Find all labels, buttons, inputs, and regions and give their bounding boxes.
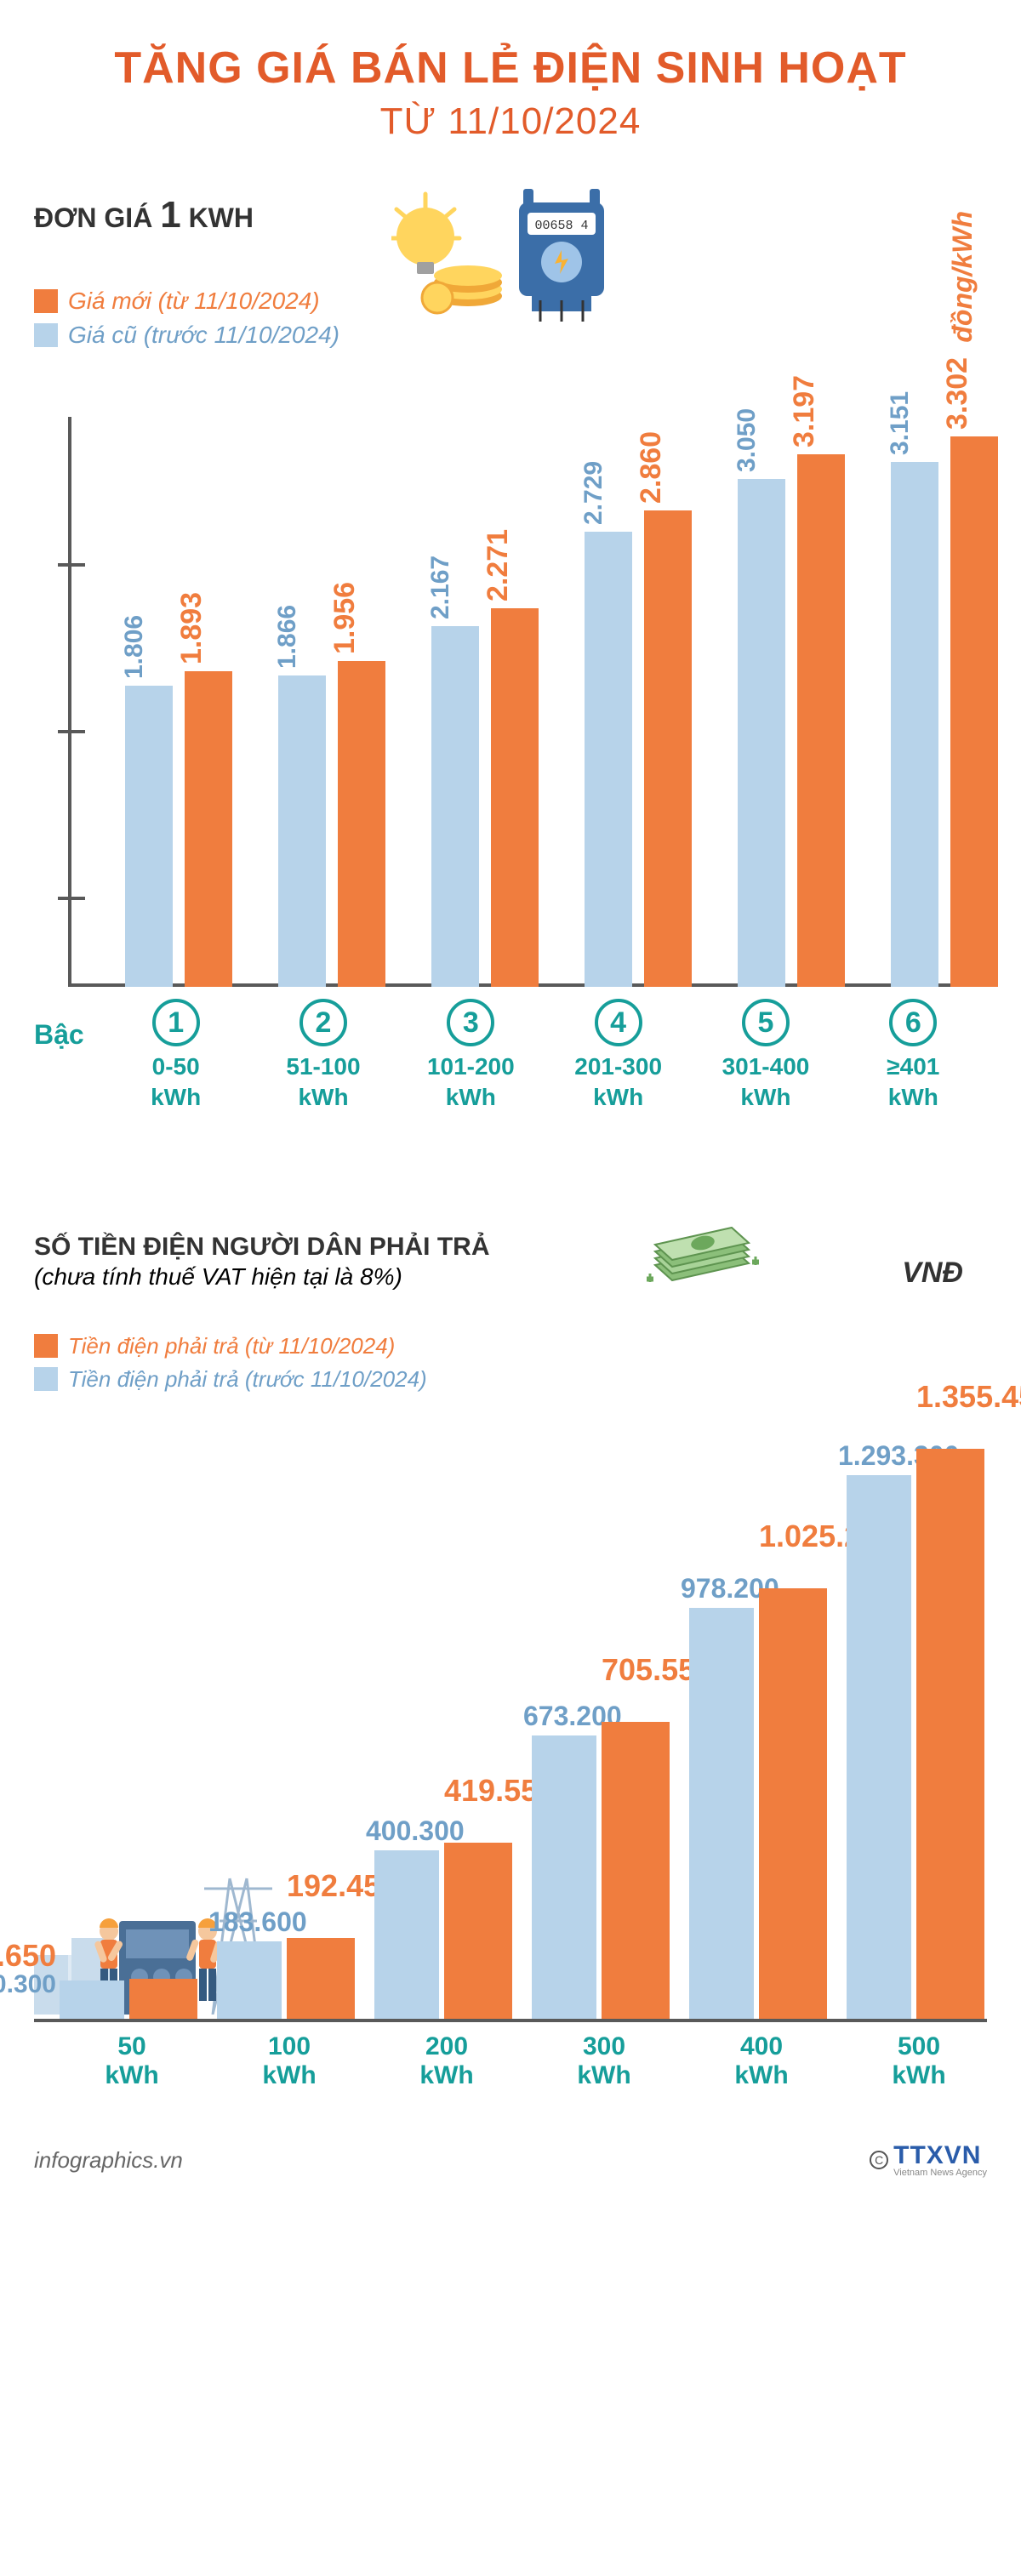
subtitle: TỪ 11/10/2024 xyxy=(34,100,987,143)
bar-new-label: 2.271 xyxy=(482,529,515,601)
chart1-x-tick: 4201-300kWh xyxy=(545,999,692,1114)
legend2-swatch-old xyxy=(34,1367,58,1391)
bar-new-label: 1.893 xyxy=(175,592,208,664)
tier-axis-label: Bậc xyxy=(34,1019,84,1051)
bar2-old: 1.293.300 xyxy=(847,1475,911,2019)
chart1-bar-group: 3.151 3.302 xyxy=(885,436,1004,987)
bar-new: 3.197 xyxy=(797,454,845,987)
bar2-old: 978.200 xyxy=(689,1608,754,2019)
chart2-bar-group: 978.2001.025.250 xyxy=(689,1588,827,2019)
unit-prefix: ĐƠN GIÁ xyxy=(34,202,160,233)
legend2-swatch-new xyxy=(34,1334,58,1358)
legend-old-label: Giá cũ (trước 11/10/2024) xyxy=(68,322,339,349)
bar2-old: 183.600 xyxy=(217,1941,282,2019)
footer: infographics.vn C TTXVN Vietnam News Age… xyxy=(34,2143,987,2178)
bar2-new: 1.355.450 xyxy=(916,1449,984,2018)
chart1-plot: 1.8061.8931.8661.9562.1672.2712.7292.860… xyxy=(34,374,987,987)
chart1-x-tick: 5301-400kWh xyxy=(692,999,839,1114)
legend-swatch-old xyxy=(34,323,58,347)
footer-site: infographics.vn xyxy=(34,2147,183,2174)
bar-old-label: 2.729 xyxy=(579,461,608,525)
bar-new: 2.860 xyxy=(644,510,692,987)
bar2-new: 1.025.250 xyxy=(759,1588,827,2019)
bar-new: 3.302 xyxy=(950,436,998,987)
bar2-new-label: 94.650 xyxy=(0,1938,129,1974)
chart2-bar-group: 183.600192.450 xyxy=(217,1938,355,2019)
chart2-x-tick: 500kWh xyxy=(847,2032,991,2090)
bar-old: 1.866 xyxy=(278,675,326,987)
chart2-subtitle: (chưa tính thuế VAT hiện tại là 8%) xyxy=(34,1263,987,1291)
chart-1-section: ĐƠN GIÁ 1 KWH 00658 4 xyxy=(34,194,987,1114)
bar2-old-label: 183.600 xyxy=(208,1906,307,1941)
bar-old-label: 3.050 xyxy=(733,407,761,471)
legend-swatch-new xyxy=(34,289,58,313)
legend2-old-label: Tiền điện phải trả (trước 11/10/2024) xyxy=(68,1366,427,1393)
bar2-old: 90.300 xyxy=(60,1980,124,2019)
meter-icon: 00658 4 xyxy=(391,177,613,334)
chart1-bar-group: 1.866 1.956 xyxy=(272,661,391,987)
chart2-x-tick: 100kWh xyxy=(217,2032,362,2090)
chart1-x-labels: 10-50kWh251-100kWh3101-200kWh4201-300kWh… xyxy=(68,999,987,1114)
bar-new: 1.956 xyxy=(338,661,385,987)
bar2-old: 400.300 xyxy=(374,1850,439,2019)
chart2-plot: 90.30094.650183.600192.450400.300419.550… xyxy=(34,1410,987,2022)
chart2-bar-group: 90.30094.650 xyxy=(60,1979,197,2019)
bar2-new: 705.550 xyxy=(602,1722,670,2018)
bar-old-label: 3.151 xyxy=(886,391,915,455)
chart2-x-tick: 200kWh xyxy=(374,2032,519,2090)
agency-name: TTXVN xyxy=(893,2143,987,2169)
bar-old-label: 1.806 xyxy=(120,615,149,679)
bar-old: 3.050 xyxy=(738,479,785,987)
bar2-new: 192.450 xyxy=(287,1938,355,2019)
chart1-bar-group: 3.050 3.197 xyxy=(732,454,851,987)
bar-old-label: 2.167 xyxy=(426,555,455,618)
bar-old: 2.729 xyxy=(585,532,632,987)
chart1-bar-group: 1.806 1.893 xyxy=(119,671,238,987)
unit-one: 1 xyxy=(160,194,180,236)
chart2-legend: Tiền điện phải trả (từ 11/10/2024) Tiền … xyxy=(34,1333,987,1393)
chart1-x-tick: 6≥401kWh xyxy=(840,999,987,1114)
chart1-x-tick: 3101-200kWh xyxy=(397,999,545,1114)
chart2-bar-group: 400.300419.550 xyxy=(374,1843,512,2019)
chart1-bar-group: 2.1672.271 xyxy=(425,608,545,987)
bar-new-label: 3.302 xyxy=(941,357,974,430)
bar2-old: 673.200 xyxy=(532,1735,596,2018)
chart2-bar-group: 1.293.3001.355.450 xyxy=(847,1449,984,2018)
bar2-new-label: 1.355.450 xyxy=(916,1379,1021,1418)
bar-new-label: 2.860 xyxy=(635,431,668,504)
bar-old: 2.167 xyxy=(431,626,479,987)
agency-sub: Vietnam News Agency xyxy=(893,2169,987,2178)
legend-new-label: Giá mới (từ 11/10/2024) xyxy=(68,288,320,315)
main-title: TĂNG GIÁ BÁN LẺ ĐIỆN SINH HOẠT xyxy=(34,43,987,94)
chart1-x-tick: 10-50kWh xyxy=(102,999,249,1114)
bar-old: 1.806 xyxy=(125,686,173,987)
chart2-bar-group: 673.200705.550 xyxy=(532,1722,670,2018)
bar-old: 3.151 xyxy=(891,462,938,987)
chart2-x-tick: 50kWh xyxy=(60,2032,204,2090)
bar2-new: 94.650 xyxy=(129,1979,197,2019)
currency-label: VNĐ xyxy=(902,1257,963,1290)
chart2-x-tick: 400kWh xyxy=(689,2032,834,2090)
bar-new: 1.893 xyxy=(185,671,232,987)
chart-2-section: VNĐ SỐ TIỀN ĐIỆN NGƯỜI DÂN PHẢI TRẢ (chư… xyxy=(34,1233,987,2100)
bar-new: 2.271 xyxy=(491,608,539,987)
unit-suffix: KWH xyxy=(181,202,254,233)
chart1-x-tick: 251-100kWh xyxy=(249,999,396,1114)
copyright-icon: C xyxy=(870,2151,888,2169)
bar-new-label: 3.197 xyxy=(788,375,821,447)
chart2-x-labels: 50kWh100kWh200kWh300kWh400kWh500kWh xyxy=(34,2032,987,2100)
bar2-old-label: 90.300 xyxy=(0,1970,60,1999)
chart2-x-tick: 300kWh xyxy=(532,2032,676,2090)
bar-old-label: 1.866 xyxy=(273,605,302,669)
bar-new-label: 1.956 xyxy=(328,582,362,654)
chart2-title: SỐ TIỀN ĐIỆN NGƯỜI DÂN PHẢI TRẢ xyxy=(34,1233,987,1262)
legend2-new-label: Tiền điện phải trả (từ 11/10/2024) xyxy=(68,1333,395,1359)
y-axis-unit: đồng/kWh xyxy=(947,211,978,343)
bar2-new: 419.550 xyxy=(444,1843,512,2019)
chart1-bar-group: 2.729 2.860 xyxy=(579,510,698,987)
footer-logo: C TTXVN Vietnam News Agency xyxy=(870,2143,987,2178)
svg-text:00658 4: 00658 4 xyxy=(534,219,588,233)
money-stack-icon xyxy=(638,1199,766,1297)
